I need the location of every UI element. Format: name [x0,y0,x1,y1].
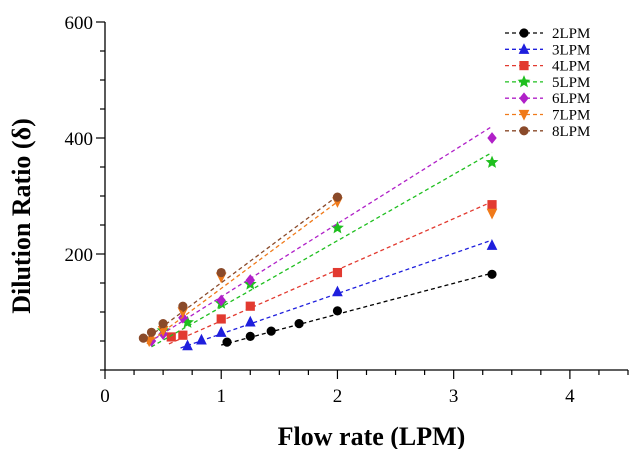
data-point-5lpm [331,221,344,234]
data-point-4lpm [166,332,176,342]
data-point-3lpm [244,315,256,327]
x-tick-label: 1 [216,386,226,407]
plot-area [138,125,499,351]
data-point-4lpm [487,200,497,210]
legend-label: 7LPM [552,108,590,124]
series-8lpm [138,192,343,343]
data-point-2lpm [266,326,276,336]
data-point-3lpm [196,333,207,345]
data-point-6lpm [245,274,255,286]
data-point-6lpm [216,294,226,307]
legend-item-6lpm: 6LPM [505,91,590,107]
legend-marker [519,126,529,136]
y-axis-label: Dilution Ratio (δ) [7,118,36,314]
data-point-8lpm [332,192,343,202]
legend-item-2lpm: 2LPM [505,26,590,42]
data-point-3lpm [215,326,227,337]
data-point-3lpm [182,339,193,351]
data-point-6lpm [487,132,497,144]
fit-line-6lpm [148,125,493,343]
legend-label: 2LPM [552,26,590,42]
data-point-8lpm [158,318,168,329]
series-3lpm [180,239,498,351]
x-tick-label: 3 [449,386,459,407]
x-tick-label: 4 [565,386,575,407]
series-7lpm [143,197,498,348]
data-point-2lpm [332,306,343,316]
data-point-4lpm [245,301,255,311]
fit-line-8lpm [142,195,338,342]
fit-line-7lpm [146,201,338,345]
legend-label: 6LPM [552,91,590,107]
x-tick-label: 0 [100,386,110,407]
data-point-4lpm [216,314,226,324]
data-point-2lpm [222,337,232,347]
legend-marker [519,28,529,38]
series-2lpm [221,269,497,347]
y-tick-label: 400 [65,129,94,150]
y-tick-label: 600 [65,13,94,34]
data-point-3lpm [486,239,498,250]
data-point-7lpm [486,208,498,220]
legend-label: 5LPM [552,75,590,91]
x-tick-label: 2 [333,386,343,407]
data-point-8lpm [178,301,188,311]
axes: 0 1 2 3 4 200 400 600 [65,13,629,407]
legend-marker [519,92,529,105]
legend-item-7lpm: 7LPM [505,108,590,124]
legend-marker [519,61,529,71]
legend-item-5lpm: 5LPM [505,75,590,91]
data-point-4lpm [332,267,343,278]
series-6lpm [146,125,497,347]
legend-item-3lpm: 3LPM [505,42,590,58]
data-point-8lpm [146,327,157,337]
data-point-2lpm [487,269,497,279]
data-point-2lpm [294,318,304,329]
series-4lpm [166,200,497,345]
fit-line-5lpm [151,151,493,348]
legend-item-8lpm: 8LPM [505,124,590,140]
legend-item-4lpm: 4LPM [505,59,590,75]
legend-label: 4LPM [552,59,590,75]
x-axis-label: Flow rate (LPM) [278,422,466,449]
legend-label: 8LPM [552,124,590,140]
data-point-8lpm [138,333,148,343]
data-point-5lpm [485,155,499,168]
legend-marker [517,75,531,88]
data-point-4lpm [178,330,188,340]
legend-label: 3LPM [552,42,590,58]
data-point-8lpm [216,267,226,278]
legend-marker [518,109,530,121]
y-tick-label: 200 [65,245,94,266]
fit-line-2lpm [221,272,493,346]
data-point-2lpm [245,331,255,341]
legend-marker [518,43,530,54]
series-5lpm [151,151,499,348]
data-point-3lpm [332,285,343,297]
